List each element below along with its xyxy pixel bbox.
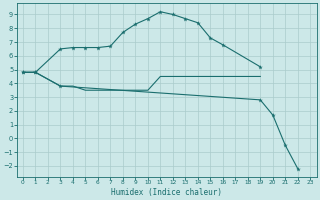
X-axis label: Humidex (Indice chaleur): Humidex (Indice chaleur): [111, 188, 222, 197]
